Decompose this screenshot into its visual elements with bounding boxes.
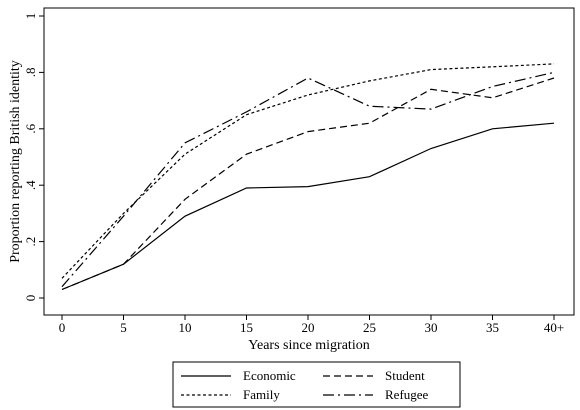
x-tick-label: 15 [240, 320, 253, 335]
legend-label-economic: Economic [243, 368, 296, 383]
legend-label-refugee: Refugee [385, 387, 429, 402]
series-line-student [61, 77, 555, 291]
x-tick-label: 0 [59, 320, 66, 335]
y-axis-title: Proportion reporting British identity [8, 60, 23, 263]
y-axis: 0 .2 .4 .6 .8 1 [23, 13, 44, 302]
legend-label-student: Student [385, 368, 425, 383]
x-tick-label: 35 [486, 320, 499, 335]
legend-label-family: Family [243, 387, 280, 402]
series-line-family [61, 63, 555, 279]
x-axis: 0 5 10 15 20 25 30 35 40+ [59, 315, 564, 335]
x-tick-label: 25 [363, 320, 376, 335]
legend: Economic Student Family Refugee [172, 361, 461, 408]
x-tick-label: 5 [120, 320, 127, 335]
x-tick-label: 40+ [544, 320, 564, 335]
y-tick-label: .2 [23, 237, 38, 247]
series-line-economic [61, 122, 555, 291]
y-tick-label: 1 [23, 13, 38, 20]
y-tick-label: 0 [23, 295, 38, 302]
y-tick-label: .6 [23, 123, 38, 133]
x-tick-label: 20 [302, 320, 315, 335]
x-axis-title: Years since migration [248, 338, 369, 353]
legend-box [172, 361, 461, 408]
plot-frame [43, 7, 575, 316]
plot-area [43, 7, 575, 316]
x-tick-label: 10 [179, 320, 192, 335]
x-tick-label: 30 [425, 320, 438, 335]
y-tick-label: .4 [23, 180, 38, 190]
y-tick-label: .8 [23, 68, 38, 78]
